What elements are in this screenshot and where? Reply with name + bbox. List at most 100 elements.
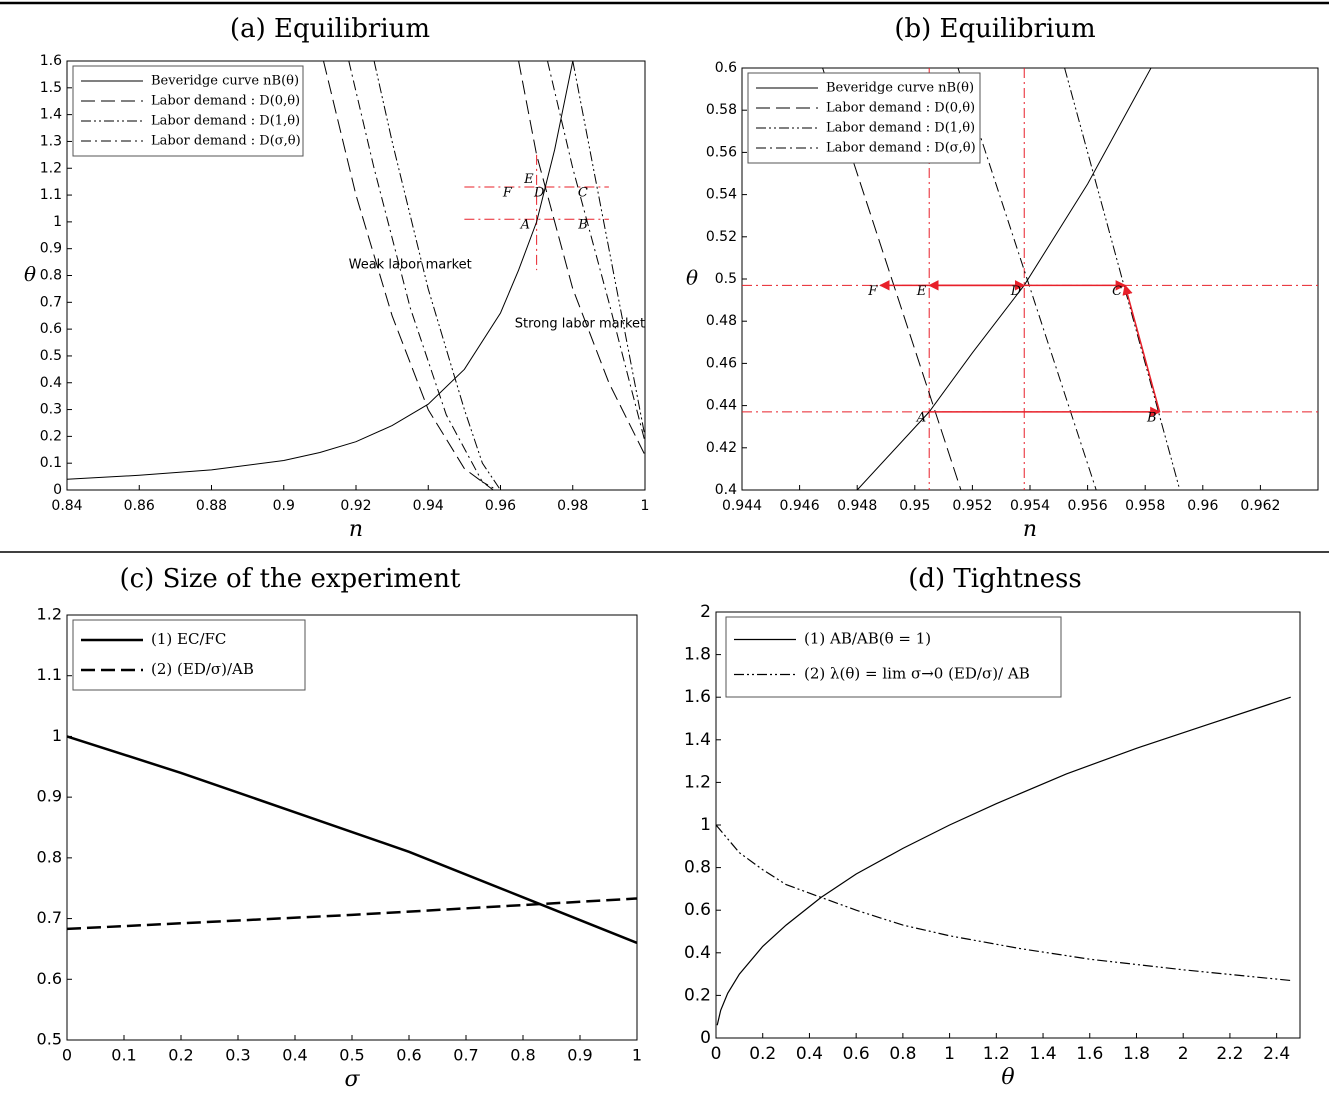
point-label: E: [916, 284, 927, 299]
series-line: [373, 61, 645, 490]
point-label: B: [577, 218, 588, 233]
x-tick-label: 1.6: [1076, 1044, 1103, 1064]
legend-box: [725, 616, 1062, 698]
legend-label: (1) AB/AB(θ = 1): [804, 630, 931, 648]
x-axis-label: n: [349, 517, 363, 542]
point-label: D: [533, 186, 545, 201]
point-label: C: [578, 186, 588, 201]
y-tick-label: 1.1: [37, 665, 62, 684]
y-axis-label: θ: [24, 262, 36, 286]
x-tick-label: 1: [944, 1044, 955, 1064]
x-tick-label: 0.88: [196, 498, 227, 514]
x-tick-label: 0.86: [124, 498, 155, 514]
y-tick-label: 0.46: [706, 355, 737, 371]
x-tick-label: 0.95: [899, 498, 930, 514]
legend-label: (1) EC/FC: [151, 630, 226, 648]
legend-label: Labor demand : D(σ,θ): [151, 134, 301, 149]
y-tick-label: 1: [53, 214, 62, 230]
y-tick-label: 0.5: [715, 271, 737, 287]
point-label: F: [502, 186, 513, 201]
x-tick-label: 0.944: [722, 498, 762, 514]
x-tick-label: 0.92: [340, 498, 371, 514]
x-tick-label: 2: [1178, 1044, 1189, 1064]
legend-label: Labor demand : D(0,θ): [826, 101, 975, 116]
series-line: [323, 61, 645, 490]
x-tick-label: 0.946: [780, 498, 820, 514]
y-tick-label: 0.58: [706, 102, 737, 118]
y-tick-label: 0.4: [684, 943, 711, 963]
x-tick-label: 0.3: [225, 1046, 250, 1065]
y-tick-label: 0.6: [37, 969, 62, 988]
x-axis-label: σ: [344, 1067, 360, 1092]
y-tick-label: 0.5: [40, 348, 62, 364]
x-tick-label: 1.8: [1123, 1044, 1150, 1064]
y-tick-label: 0.42: [706, 440, 737, 456]
legend-label: Labor demand : D(σ,θ): [826, 141, 976, 156]
x-tick-label: 0.9: [567, 1046, 592, 1065]
series-line: [348, 61, 645, 490]
x-tick-label: 1: [632, 1046, 642, 1065]
point-label: E: [523, 172, 534, 187]
y-tick-label: 1: [52, 726, 62, 745]
y-tick-label: 0.6: [715, 60, 737, 76]
x-tick-label: 2.2: [1216, 1044, 1243, 1064]
arrow: [1122, 284, 1161, 413]
y-tick-label: 0.8: [684, 858, 711, 878]
chart-title: (b) Equilibrium: [894, 14, 1095, 44]
y-tick-label: 0.54: [706, 187, 737, 203]
x-tick-label: 0: [711, 1044, 722, 1064]
x-tick-label: 0.954: [1010, 498, 1050, 514]
x-tick-label: 0.5: [339, 1046, 364, 1065]
y-tick-label: 0.2: [684, 985, 711, 1005]
y-tick-label: 1: [700, 815, 711, 835]
x-tick-label: 0.6: [843, 1044, 870, 1064]
x-axis-label: n: [1023, 517, 1037, 542]
x-tick-label: 0.956: [1068, 498, 1108, 514]
x-tick-label: 0.948: [837, 498, 877, 514]
y-tick-label: 0.5: [37, 1030, 62, 1049]
point-label: A: [916, 410, 926, 425]
x-tick-label: 0.96: [1187, 498, 1218, 514]
y-tick-label: 2: [700, 602, 711, 622]
series-line: [67, 61, 574, 480]
chart-title: (c) Size of the experiment: [119, 564, 461, 594]
legend-label: (2) λ(θ) = lim σ→0 (ED/σ)/ AB: [804, 665, 1030, 683]
x-tick-label: 0.958: [1125, 498, 1165, 514]
x-tick-label: 0.962: [1240, 498, 1280, 514]
y-tick-label: 0.52: [706, 229, 737, 245]
annotation: Weak labor market: [349, 257, 472, 272]
point-label: D: [1010, 284, 1022, 299]
y-tick-label: 0.7: [37, 908, 62, 927]
point-label: C: [1112, 284, 1122, 299]
y-tick-label: 0.7: [40, 294, 62, 310]
y-tick-label: 0.8: [40, 268, 62, 284]
legend-label: (2) (ED/σ)/AB: [151, 660, 254, 678]
x-tick-label: 0.6: [396, 1046, 421, 1065]
point-label: A: [520, 218, 530, 233]
x-tick-label: 0.98: [557, 498, 588, 514]
y-tick-label: 0.6: [40, 321, 62, 337]
x-tick-label: 0.4: [282, 1046, 307, 1065]
y-tick-label: 0.3: [40, 402, 62, 418]
y-tick-label: 0.56: [706, 144, 737, 160]
annotation: Strong labor market: [515, 316, 645, 331]
y-tick-label: 0: [700, 1028, 711, 1048]
point-label: B: [1146, 410, 1157, 425]
x-tick-label: 0.9: [273, 498, 295, 514]
x-tick-label: 0.7: [453, 1046, 478, 1065]
chart-title: (a) Equilibrium: [230, 14, 430, 44]
x-tick-label: 0.2: [749, 1044, 776, 1064]
x-tick-label: 0.94: [413, 498, 444, 514]
y-tick-label: 0.44: [706, 398, 737, 414]
y-tick-label: 0.9: [40, 241, 62, 257]
y-axis-label: θ: [686, 266, 698, 290]
series-line: [957, 68, 1097, 490]
y-tick-label: 0.8: [37, 847, 62, 866]
legend-box: [747, 72, 981, 164]
y-tick-label: 0.6: [684, 900, 711, 920]
point-label: F: [867, 284, 878, 299]
chart-title: (d) Tightness: [908, 564, 1082, 594]
legend-label: Beveridge curve nB(θ): [826, 81, 974, 96]
y-tick-label: 1.4: [40, 107, 62, 123]
